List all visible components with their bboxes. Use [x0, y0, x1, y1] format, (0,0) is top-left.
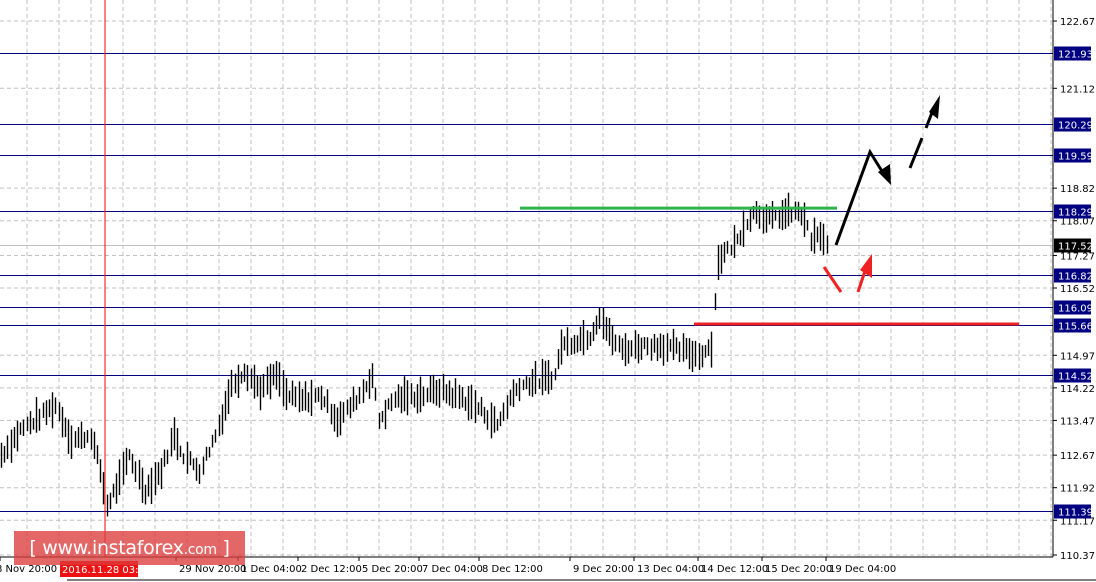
horizontal-levels	[0, 53, 1053, 512]
level-label: 119.59	[1058, 152, 1093, 163]
level-label-bg	[1054, 300, 1091, 315]
time-tick-label: 5 Dec 20:00	[362, 564, 423, 575]
price-tick-label: 116.52	[1060, 284, 1095, 295]
level-label-bg	[1054, 148, 1091, 163]
time-tick-label: 29 Nov 20:00	[179, 564, 246, 575]
cursor-date-label: 2016.11.28 03:00	[60, 561, 151, 577]
price-bars	[0, 192, 829, 517]
level-label: 120.29	[1058, 121, 1093, 132]
time-tick-label: 19 Dec 04:00	[829, 564, 896, 575]
price-tick-label: 111.17	[1060, 516, 1095, 527]
level-label-bg	[1054, 117, 1091, 132]
time-axis: 8 Nov 20:00 29 Nov 20:001 Dec 04:00 2 Dec …	[0, 557, 896, 575]
price-tick-label: 111.92	[1060, 484, 1095, 495]
arrowhead-icon	[878, 164, 891, 185]
time-tick-label: 8 Nov 20:00	[0, 564, 57, 575]
price-tick-label: 114.97	[1060, 351, 1095, 362]
level-label: 111.39	[1058, 508, 1093, 519]
level-label: 114.52	[1058, 372, 1093, 383]
level-label-bg	[1054, 368, 1091, 383]
arrowhead-icon	[929, 95, 940, 119]
level-label-bg	[1054, 204, 1091, 219]
time-tick-label: 13 Dec 04:00	[637, 564, 704, 575]
level-label: 121.93	[1058, 50, 1093, 61]
instaforex-watermark: [ www.instaforex.com ]	[14, 531, 245, 565]
price-tick-label: 113.47	[1060, 416, 1095, 427]
forecast-drawings	[520, 95, 1019, 326]
grid	[0, 0, 1053, 557]
price-axis: 122.67 121.12 118.82 118.07 117.27 116.52 114.…	[1053, 17, 1095, 562]
price-tick-label: 117.27	[1060, 251, 1095, 262]
price-tick-label: 112.67	[1060, 451, 1095, 462]
level-label: 118.29	[1058, 208, 1093, 219]
time-tick-label: 2 Dec 12:00	[301, 564, 362, 575]
price-tick-label: 118.82	[1060, 184, 1095, 195]
level-label-bg	[1054, 504, 1091, 519]
time-tick-label: 8 Dec 12:00	[482, 564, 543, 575]
current-price-label-bg	[1054, 238, 1091, 253]
price-tick-label: 110.37	[1060, 551, 1095, 562]
level-label-bg	[1054, 46, 1091, 61]
time-tick-label: 9 Dec 20:00	[573, 564, 634, 575]
price-tick-label: 121.12	[1060, 84, 1095, 95]
time-tick-label: 14 Dec 12:00	[701, 564, 768, 575]
time-tick-label: 15 Dec 20:00	[765, 564, 832, 575]
bullish-path-arrow	[834, 148, 887, 246]
level-label: 116.09	[1058, 304, 1093, 315]
price-tick-label: 114.22	[1060, 384, 1095, 395]
level-label-bg	[1054, 318, 1091, 333]
current-price-label: 117.52	[1058, 242, 1093, 253]
arrowhead-icon	[860, 254, 872, 278]
dashed-arrow-segment	[908, 137, 924, 169]
level-label-bg	[1054, 268, 1091, 283]
time-tick-label: 7 Dec 04:00	[422, 564, 483, 575]
level-label: 116.82	[1058, 272, 1093, 283]
price-tick-label: 118.07	[1060, 217, 1095, 228]
level-label: 115.66	[1058, 322, 1093, 333]
cursor-date-text: 2016.11.28 03:00	[62, 565, 151, 576]
price-tick-label: 122.67	[1060, 17, 1095, 28]
time-tick-label: 1 Dec 04:00	[241, 564, 302, 575]
red-down-segment	[822, 266, 843, 293]
